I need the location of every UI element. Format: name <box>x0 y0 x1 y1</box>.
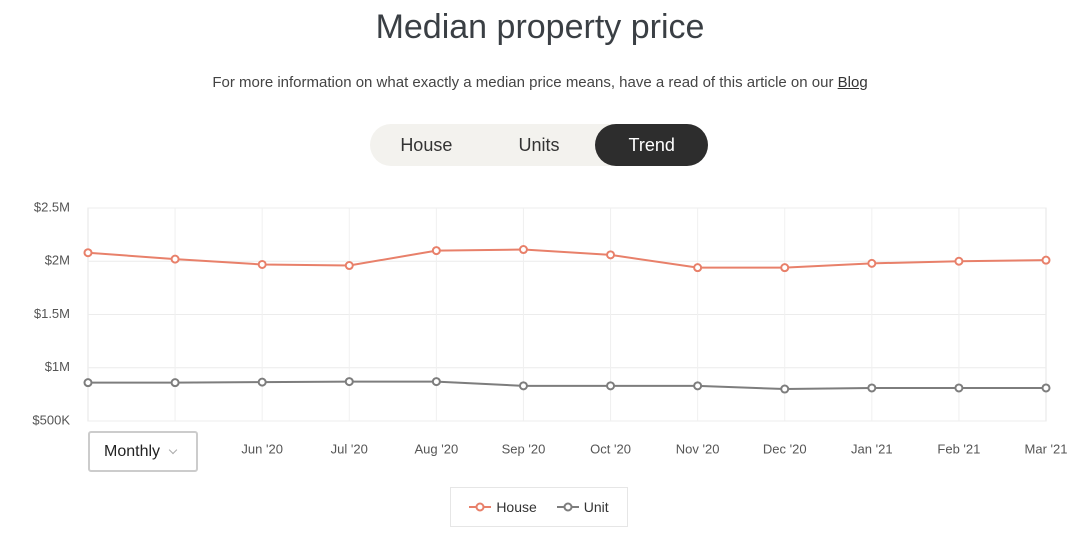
series-line <box>87 248 1047 269</box>
y-tick-label: $1.5M <box>34 306 70 321</box>
x-tick-label: Dec '20 <box>763 441 807 456</box>
point <box>1041 255 1051 265</box>
x-tick-label: Feb '21 <box>937 441 980 456</box>
x-tick-label: Aug '20 <box>415 441 459 456</box>
point <box>83 248 93 258</box>
dropdown-text: Monthly <box>104 442 161 460</box>
series-line <box>88 380 1046 391</box>
point <box>170 254 180 264</box>
point <box>431 377 441 387</box>
point <box>344 377 354 387</box>
point <box>954 256 964 266</box>
page-title: Median property price <box>375 8 705 46</box>
legend-icon <box>556 502 579 512</box>
tab-active[interactable]: Trend <box>595 124 709 166</box>
x-tick-label: Jun '20 <box>241 441 283 456</box>
point <box>693 381 703 391</box>
x-tick-label: Sep '20 <box>502 441 546 456</box>
point <box>518 381 528 391</box>
x-tick-label: Nov '20 <box>676 441 720 456</box>
subtitle-text: For more information on what exactly a m… <box>212 74 834 91</box>
point <box>344 261 354 271</box>
point <box>606 250 616 260</box>
x-tick-label: Jul '20 <box>331 441 368 456</box>
point <box>518 245 528 255</box>
legend-icon <box>469 502 492 512</box>
point <box>431 246 441 256</box>
y-tick-label: $500K <box>32 412 70 427</box>
point <box>1041 383 1051 393</box>
tab[interactable]: Units <box>518 134 560 155</box>
point <box>780 263 790 273</box>
x-tick-label: Jan '21 <box>851 441 893 456</box>
subtitle: For more information on what exactly a m… <box>0 74 1080 91</box>
x-tick-label: Mar '21 <box>1025 441 1068 456</box>
point <box>257 377 267 387</box>
point <box>954 383 964 393</box>
y-tick-label: $1M <box>45 359 70 374</box>
point <box>257 259 267 269</box>
period-dropdown[interactable]: Monthly <box>88 431 198 472</box>
y-tick-label: $2.5M <box>34 199 70 214</box>
legend-label: Unit <box>583 499 609 515</box>
point <box>83 378 93 388</box>
point <box>606 381 616 391</box>
legend-label: House <box>496 499 537 515</box>
point <box>170 378 180 388</box>
point <box>867 383 877 393</box>
legend-item[interactable]: House <box>469 499 537 515</box>
tab-group: House Units Trend <box>370 124 709 166</box>
x-tick-label: Oct '20 <box>590 441 631 456</box>
blog-link[interactable]: Blog <box>837 74 868 91</box>
point <box>867 258 877 268</box>
y-tick-label: $2M <box>45 253 70 268</box>
tab[interactable]: House <box>400 134 453 155</box>
point <box>693 263 703 273</box>
point <box>780 384 790 394</box>
legend-item[interactable]: Unit <box>556 499 609 515</box>
legend: House Unit <box>450 487 628 527</box>
